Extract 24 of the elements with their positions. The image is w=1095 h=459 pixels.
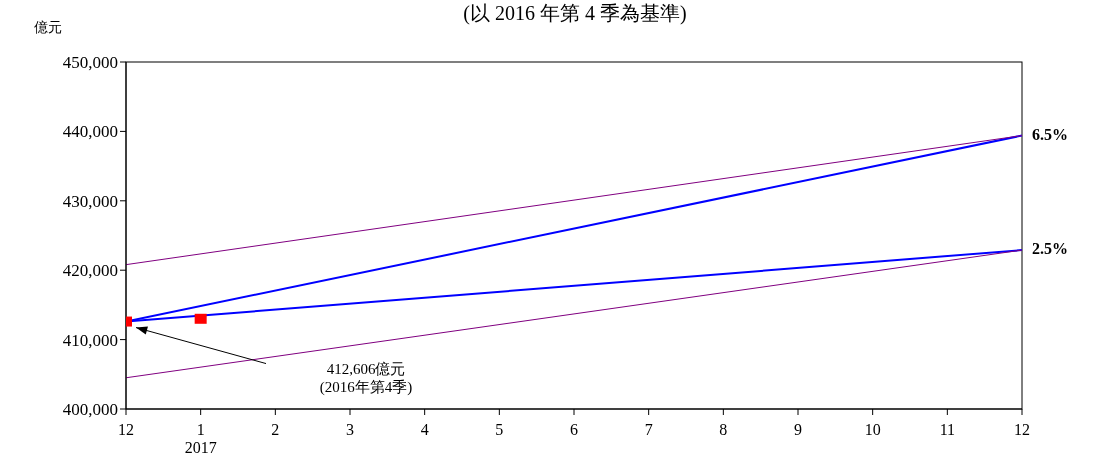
- y-tick-label: 430,000: [62, 191, 118, 211]
- chart-title: (以 2016 年第 4 季為基準): [463, 2, 687, 25]
- y-tick-label: 400,000: [62, 400, 118, 420]
- x-tick-label: 3: [346, 421, 354, 438]
- series-label: 2.5%: [1032, 240, 1068, 258]
- y-tick-label: 420,000: [62, 261, 118, 281]
- series-label: 6.5%: [1032, 125, 1068, 143]
- x-tick-label: 7: [644, 421, 653, 438]
- x-tick-label: 6: [570, 421, 578, 438]
- x-tick-label: 4: [420, 421, 429, 438]
- x-tick-label: 12: [118, 421, 134, 438]
- x-tick-label: 2: [271, 421, 280, 438]
- annotation: 412,606億元 (2016年第4季): [319, 360, 413, 396]
- y-tick-label: 450,000: [62, 53, 118, 73]
- x-tick-label: 8: [719, 421, 728, 438]
- x-tick-label: 1 2017: [184, 421, 217, 456]
- y-tick-label: 410,000: [62, 330, 118, 350]
- y-tick-label: 440,000: [62, 122, 118, 142]
- x-tick-label: 5: [495, 421, 504, 438]
- y-axis-title: 億元: [34, 20, 62, 35]
- x-tick-label: 11: [939, 421, 956, 438]
- x-tick-label: 12: [1014, 421, 1030, 438]
- x-tick-label: 9: [794, 421, 802, 438]
- x-tick-label: 10: [864, 421, 881, 438]
